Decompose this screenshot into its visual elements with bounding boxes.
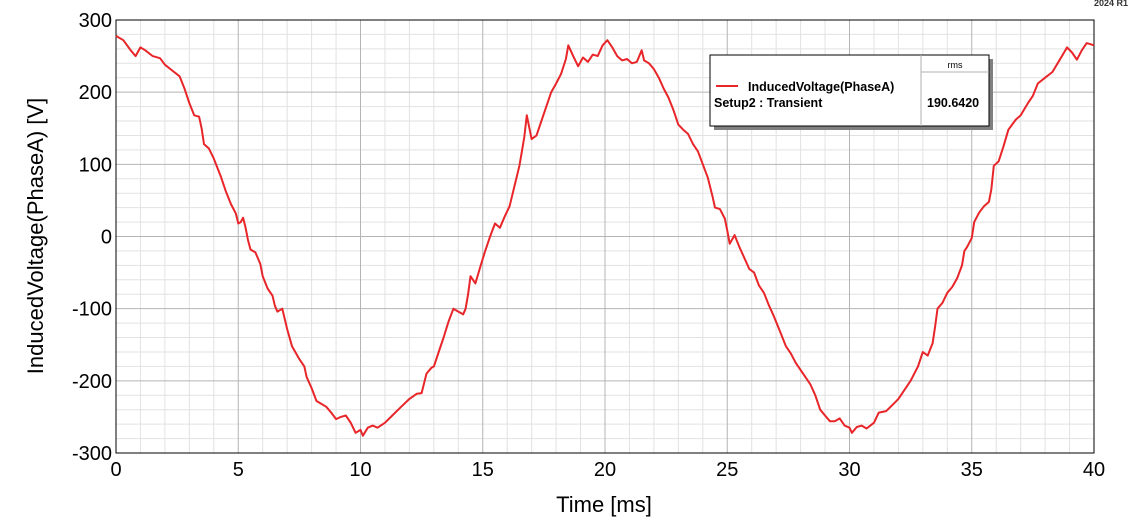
x-tick-label: 40 (1083, 459, 1105, 481)
x-tick-label: 5 (233, 459, 244, 481)
x-tick-label: 30 (838, 459, 860, 481)
y-tick-label: -100 (72, 299, 112, 321)
version-label: 2024 R1 (1094, 0, 1128, 8)
x-tick-label: 0 (110, 459, 121, 481)
y-tick-label: -200 (72, 371, 112, 393)
x-tick-label: 10 (349, 459, 371, 481)
legend-column-header: rms (948, 60, 963, 70)
y-tick-label: 0 (101, 227, 112, 249)
x-tick-label: 20 (594, 459, 616, 481)
legend-setup-label: Setup2 : Transient (714, 96, 823, 110)
legend-rms-value: 190.6420 (927, 96, 979, 110)
y-axis-title: InducedVoltage(PhaseA) [V] (23, 98, 48, 374)
y-tick-label: 300 (79, 10, 112, 32)
y-tick-label: 200 (79, 82, 112, 104)
plot-frame (115, 19, 1095, 454)
x-tick-label: 35 (961, 459, 983, 481)
legend-series-name: InducedVoltage(PhaseA) (748, 80, 894, 94)
y-tick-label: -300 (72, 443, 112, 465)
x-axis-title: Time [ms] (556, 492, 652, 517)
series-layer (115, 35, 1095, 437)
x-tick-label: 25 (716, 459, 738, 481)
y-tick-labels: -300 -200 -100 0 100 200 300 (72, 10, 112, 465)
legend-box (709, 54, 990, 127)
x-tick-labels: 0 5 10 15 20 25 30 35 40 (110, 459, 1105, 481)
series-line-induced-voltage (115, 35, 1095, 437)
y-tick-label: 100 (79, 154, 112, 176)
legend[interactable]: rms InducedVoltage(PhaseA) Setup2 : Tran… (709, 54, 993, 130)
x-tick-label: 15 (472, 459, 494, 481)
